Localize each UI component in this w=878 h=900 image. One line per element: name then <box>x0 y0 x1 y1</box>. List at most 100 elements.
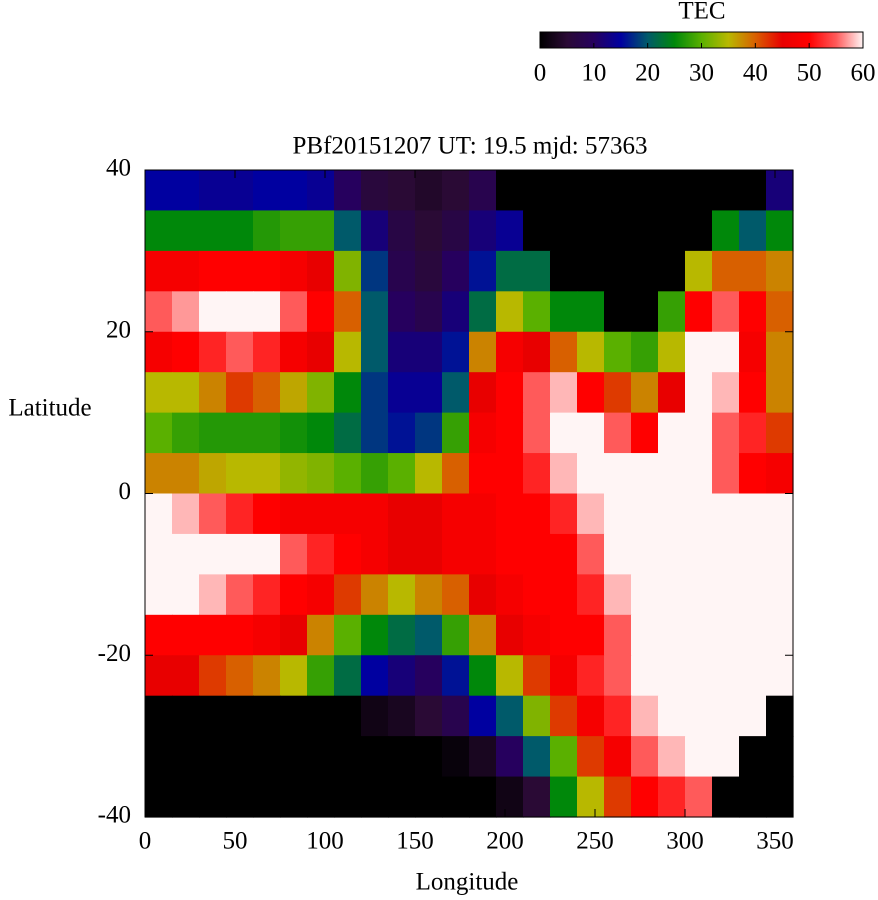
heatmap-cell <box>739 372 767 414</box>
heatmap-cell <box>145 291 173 333</box>
heatmap-cell <box>280 776 308 818</box>
heatmap-cell <box>604 372 632 414</box>
heatmap-cell <box>280 695 308 737</box>
heatmap-cell <box>550 210 578 252</box>
heatmap-cell <box>685 412 713 454</box>
heatmap-cell <box>172 331 200 373</box>
heatmap-cell <box>685 736 713 778</box>
heatmap-cell <box>334 614 362 656</box>
heatmap-cell <box>226 776 254 818</box>
heatmap-cell <box>739 412 767 454</box>
heatmap-cell <box>415 250 443 292</box>
heatmap-cell <box>523 210 551 252</box>
heatmap-cell <box>172 250 200 292</box>
heatmap-cell <box>442 372 470 414</box>
heatmap-cell <box>685 695 713 737</box>
colorbar-title: TEC <box>678 0 725 25</box>
heatmap-cell <box>631 736 659 778</box>
heatmap-cell <box>712 614 740 656</box>
y-tick-label: -20 <box>98 640 131 667</box>
heatmap-cell <box>604 493 632 535</box>
heatmap-cell <box>334 210 362 252</box>
heatmap-cell <box>496 291 524 333</box>
heatmap-cell <box>361 210 389 252</box>
x-tick-label: 300 <box>666 828 704 855</box>
heatmap-cell <box>685 493 713 535</box>
heatmap-cell <box>496 250 524 292</box>
heatmap-cell <box>307 533 335 575</box>
heatmap-cell <box>739 210 767 252</box>
heatmap-cell <box>523 736 551 778</box>
heatmap-cell <box>388 736 416 778</box>
heatmap-cell <box>280 331 308 373</box>
heatmap-cell <box>334 291 362 333</box>
heatmap-cell <box>712 372 740 414</box>
heatmap-cell <box>307 412 335 454</box>
heatmap-cell <box>577 736 605 778</box>
heatmap-cell <box>631 453 659 495</box>
heatmap-cell <box>739 776 767 818</box>
heatmap-cell <box>334 776 362 818</box>
heatmap-cell <box>496 776 524 818</box>
heatmap-cell <box>496 170 524 212</box>
heatmap-cell <box>415 170 443 212</box>
heatmap-cell <box>253 210 281 252</box>
heatmap-cell <box>631 614 659 656</box>
heatmap-cell <box>631 210 659 252</box>
heatmap-cell <box>199 210 227 252</box>
heatmap-cell <box>496 574 524 616</box>
heatmap-cell <box>388 574 416 616</box>
heatmap-cell <box>658 453 686 495</box>
heatmap-cell <box>442 412 470 454</box>
heatmap-cell <box>145 493 173 535</box>
heatmap-cell <box>172 493 200 535</box>
heatmap-cell <box>766 331 794 373</box>
heatmap-cell <box>199 372 227 414</box>
heatmap-cell <box>145 533 173 575</box>
heatmap-cell <box>442 736 470 778</box>
heatmap-cell <box>550 453 578 495</box>
x-axis-label: Longitude <box>416 869 519 896</box>
heatmap-cell <box>712 412 740 454</box>
heatmap-cell <box>280 291 308 333</box>
heatmap-cell <box>307 331 335 373</box>
heatmap-cell <box>766 736 794 778</box>
heatmap-cell <box>388 331 416 373</box>
heatmap-cell <box>199 695 227 737</box>
heatmap-cell <box>577 776 605 818</box>
heatmap-cell <box>631 655 659 697</box>
heatmap-cell <box>145 412 173 454</box>
heatmap-cell <box>199 574 227 616</box>
heatmap-cell <box>199 776 227 818</box>
heatmap-cell <box>145 372 173 414</box>
heatmap-cell <box>253 331 281 373</box>
heatmap-cell <box>199 493 227 535</box>
heatmap-cell <box>415 210 443 252</box>
heatmap-cell <box>334 170 362 212</box>
heatmap-cell <box>172 453 200 495</box>
heatmap-cell <box>469 170 497 212</box>
heatmap-cell <box>253 776 281 818</box>
heatmap-cell <box>577 372 605 414</box>
heatmap-cell <box>550 493 578 535</box>
heatmap-cell <box>469 574 497 616</box>
heatmap-cell <box>280 533 308 575</box>
heatmap-cell <box>469 736 497 778</box>
heatmap-cell <box>469 533 497 575</box>
x-tick-label: 150 <box>396 828 434 855</box>
heatmap-cell <box>280 170 308 212</box>
heatmap-cell <box>685 331 713 373</box>
heatmap-cell <box>469 331 497 373</box>
heatmap-cell <box>253 695 281 737</box>
heatmap-cell <box>334 655 362 697</box>
heatmap-cell <box>685 291 713 333</box>
heatmap-cell <box>415 776 443 818</box>
heatmap-cell <box>658 736 686 778</box>
heatmap-cell <box>496 736 524 778</box>
heatmap-cell <box>469 453 497 495</box>
heatmap-cell <box>307 250 335 292</box>
heatmap-cell <box>658 695 686 737</box>
heatmap-cell <box>739 614 767 656</box>
heatmap-cell <box>361 695 389 737</box>
heatmap-cell <box>253 655 281 697</box>
